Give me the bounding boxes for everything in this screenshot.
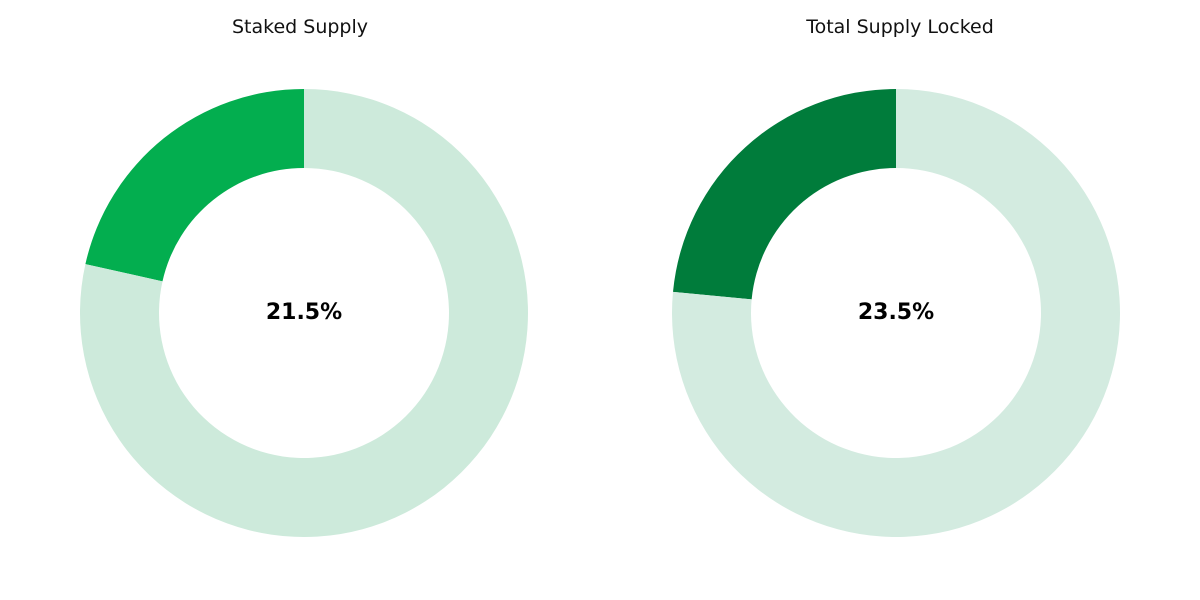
remaining-slice [672, 89, 1120, 537]
donut-chart: 21.5% [80, 89, 528, 538]
remaining-slice [80, 89, 528, 538]
donut-chart: 23.5% [672, 89, 1120, 537]
highlighted-slice [672, 89, 896, 300]
donut-slices [80, 89, 528, 538]
staked-supply-chart: Staked Supply 21.5% [80, 16, 528, 538]
highlighted-slice [85, 89, 304, 282]
total-supply-locked-chart: Total Supply Locked 23.5% [600, 0, 1200, 600]
center-percentage-label: 21.5% [266, 300, 342, 325]
donut-slices [672, 89, 1120, 537]
chart-title: Total Supply Locked [806, 16, 994, 38]
chart-title: Staked Supply [231, 16, 368, 38]
center-percentage-label: 23.5% [858, 300, 934, 325]
